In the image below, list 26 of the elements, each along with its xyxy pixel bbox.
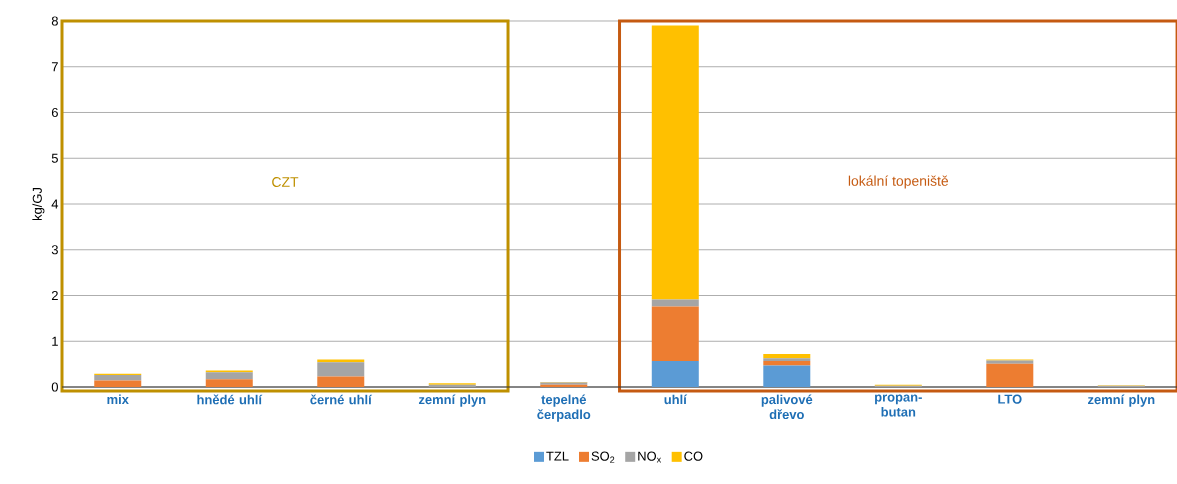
legend-label: NO$_{x}$	[638, 451, 662, 463]
y-tick-label: 3	[51, 245, 58, 255]
y-tick-label: 7	[51, 62, 58, 72]
y-tick-label: 4	[51, 199, 59, 209]
y-tick-label: 8	[51, 16, 58, 26]
x-tick-label: zemní plyn	[1088, 394, 1155, 407]
legend-label: SO$_{2}$	[591, 451, 615, 463]
x-tick-label: černé uhlí	[310, 394, 373, 405]
y-axis-title: kg/GJ	[32, 188, 45, 221]
x-tick-label: palivové dřevo	[761, 394, 813, 420]
legend-label: TZL	[546, 451, 569, 461]
annotation: lokální topeniště	[848, 175, 949, 189]
y-tick-label: 5	[51, 153, 58, 163]
x-tick-label: propan-butan	[875, 394, 922, 417]
x-tick-label: LTO	[998, 394, 1022, 404]
y-tick-label: 6	[51, 107, 58, 118]
legend-label: CO	[684, 451, 703, 461]
x-tick-label: zemní plyn	[418, 394, 486, 407]
x-tick-label: mix	[107, 394, 129, 404]
x-tick-label: tepelné čerpadlo	[537, 394, 591, 422]
y-tick-label: 1	[52, 336, 58, 346]
annotation: CZT	[272, 177, 299, 187]
y-tick-label: 0	[51, 382, 58, 392]
x-tick-label: uhlí	[664, 394, 688, 405]
x-tick-label: hnědé uhlí	[197, 394, 263, 405]
y-tick-label: 2	[51, 290, 58, 301]
